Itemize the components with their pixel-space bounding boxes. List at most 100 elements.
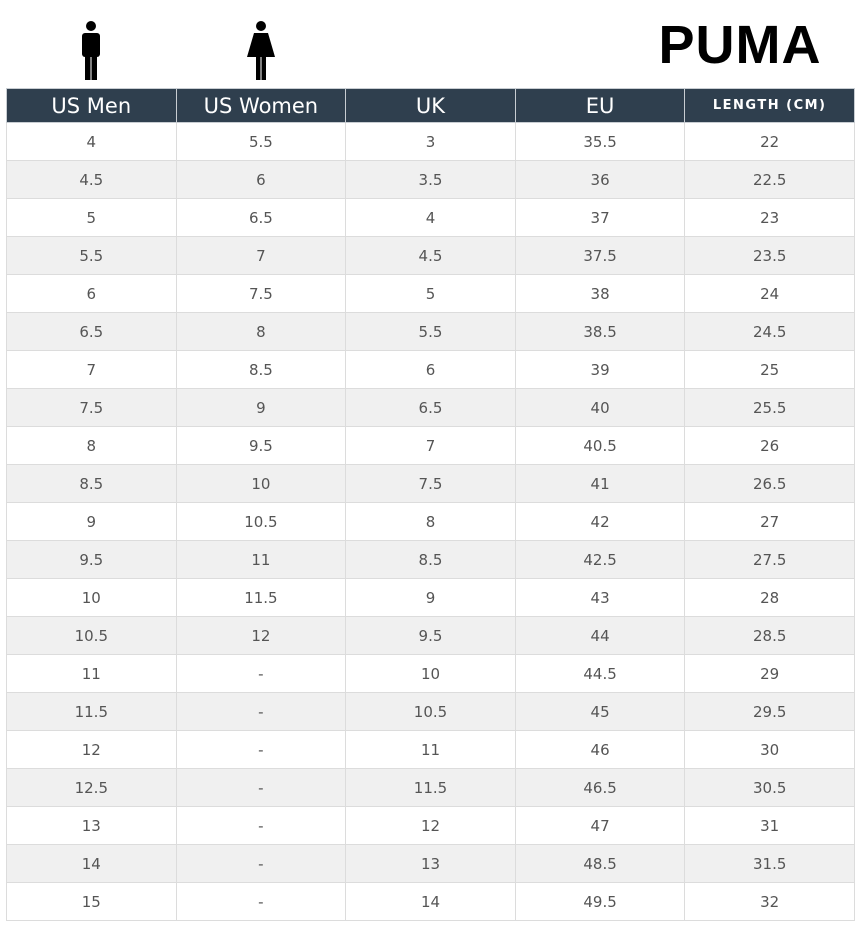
table-cell: 9.5: [345, 616, 516, 655]
table-cell: 9.5: [175, 426, 347, 465]
table-cell: 38.5: [514, 312, 686, 351]
table-cell: 40.5: [514, 426, 686, 465]
table-cell: 27: [684, 502, 855, 541]
table-cell: 4: [345, 198, 516, 237]
table-row: 5 6.5 4 37 23: [6, 198, 855, 237]
table-cell: 28: [684, 578, 855, 617]
table-cell: 25.5: [684, 388, 855, 427]
table-cell: 5.5: [345, 312, 516, 351]
table-cell: 10: [345, 654, 516, 693]
table-row: 12.5-11.5 46.5 30.5: [6, 768, 855, 807]
table-cell: 11.5: [175, 578, 347, 617]
woman-icon: [247, 21, 275, 80]
table-cell: 6.5: [6, 312, 177, 351]
table-cell: 4.5: [6, 160, 177, 199]
table-cell: 10: [175, 464, 347, 503]
table-cell: 39: [514, 350, 686, 389]
table-cell: 37.5: [514, 236, 686, 275]
table-cell: 13: [6, 806, 177, 845]
table-row: 6.5 8 5.5 38.5 24.5: [6, 312, 855, 351]
table-row: 4.5 6 3.5 36 22.5: [6, 160, 855, 199]
table-cell: 29: [684, 654, 855, 693]
table-cell: 3: [345, 122, 516, 161]
table-cell: 31: [684, 806, 855, 845]
table-cell: 23: [684, 198, 855, 237]
table-cell: 10: [6, 578, 177, 617]
table-cell: 14: [6, 844, 177, 883]
table-cell: 49.5: [514, 882, 686, 921]
table-row: 6 7.5 5 38 24: [6, 274, 855, 313]
table-cell: 10.5: [345, 692, 516, 731]
table-cell: 41: [514, 464, 686, 503]
table-cell: 35.5: [514, 122, 686, 161]
table-cell: 8.5: [6, 464, 177, 503]
table-cell: 5.5: [6, 236, 177, 275]
table-cell: 46: [514, 730, 686, 769]
table-cell: 42.5: [514, 540, 686, 579]
table-cell: 30: [684, 730, 855, 769]
table-cell: -: [175, 882, 347, 921]
table-cell: 6.5: [175, 198, 347, 237]
table-cell: 3.5: [345, 160, 516, 199]
table-cell: 6.5: [345, 388, 516, 427]
gender-icons: [82, 21, 275, 80]
table-row: 7.5 9 6.5 40 25.5: [6, 388, 855, 427]
table-row: 10.5 12 9.5 44 28.5: [6, 616, 855, 655]
table-cell: 31.5: [684, 844, 855, 883]
table-cell: 40: [514, 388, 686, 427]
table-row: 15-14 49.5 32: [6, 882, 855, 921]
table-cell: 12.5: [6, 768, 177, 807]
table-cell: 27.5: [684, 540, 855, 579]
table-cell: -: [175, 768, 347, 807]
table-cell: 9: [6, 502, 177, 541]
table-cell: 4: [6, 122, 177, 161]
table-cell: 15: [6, 882, 177, 921]
table-cell: 24.5: [684, 312, 855, 351]
table-cell: 22.5: [684, 160, 855, 199]
table-cell: 8.5: [345, 540, 516, 579]
table-cell: 42: [514, 502, 686, 541]
column-header: LENGTH (CM): [684, 88, 855, 123]
table-row: 4 5.5 3 35.5 22: [6, 122, 855, 161]
table-cell: 24: [684, 274, 855, 313]
table-cell: 30.5: [684, 768, 855, 807]
table-cell: 29.5: [684, 692, 855, 731]
table-cell: 25: [684, 350, 855, 389]
table-row: 9.5 11 8.5 42.5 27.5: [6, 540, 855, 579]
table-row: 8.5 10 7.5 41 26.5: [6, 464, 855, 503]
table-cell: 11: [345, 730, 516, 769]
table-cell: 8: [175, 312, 347, 351]
table-cell: 7: [175, 236, 347, 275]
table-row: 11-10 44.5 29: [6, 654, 855, 693]
table-row: 14-13 48.5 31.5: [6, 844, 855, 883]
table-cell: -: [175, 730, 347, 769]
table-cell: 10.5: [175, 502, 347, 541]
table-cell: 13: [345, 844, 516, 883]
table-cell: 6: [6, 274, 177, 313]
table-cell: 6: [345, 350, 516, 389]
table-cell: 9.5: [6, 540, 177, 579]
table-row: 10 11.5 9 43 28: [6, 578, 855, 617]
table-cell: 36: [514, 160, 686, 199]
table-cell: 12: [345, 806, 516, 845]
table-cell: 7.5: [175, 274, 347, 313]
man-icon: [82, 21, 100, 80]
table-cell: 5.5: [175, 122, 347, 161]
table-cell: 44.5: [514, 654, 686, 693]
table-row: 11.5-10.5 45 29.5: [6, 692, 855, 731]
brand-logo: PUMA: [658, 15, 822, 75]
header-row: US Men US Women UK EU LENGTH (CM): [6, 88, 855, 123]
table-row: 5.5 7 4.5 37.5 23.5: [6, 236, 855, 275]
column-header: US Men: [6, 88, 177, 123]
table-cell: 26: [684, 426, 855, 465]
table-cell: 4.5: [345, 236, 516, 275]
table-cell: 7: [345, 426, 516, 465]
table-cell: 44: [514, 616, 686, 655]
table-cell: 5: [345, 274, 516, 313]
size-table: US Men US Women UK EU LENGTH (CM) 4 5.5 3 35.5 2…: [6, 88, 855, 921]
table-cell: 28.5: [684, 616, 855, 655]
table-cell: 7: [6, 350, 177, 389]
table-cell: 38: [514, 274, 686, 313]
table-cell: 48.5: [514, 844, 686, 883]
